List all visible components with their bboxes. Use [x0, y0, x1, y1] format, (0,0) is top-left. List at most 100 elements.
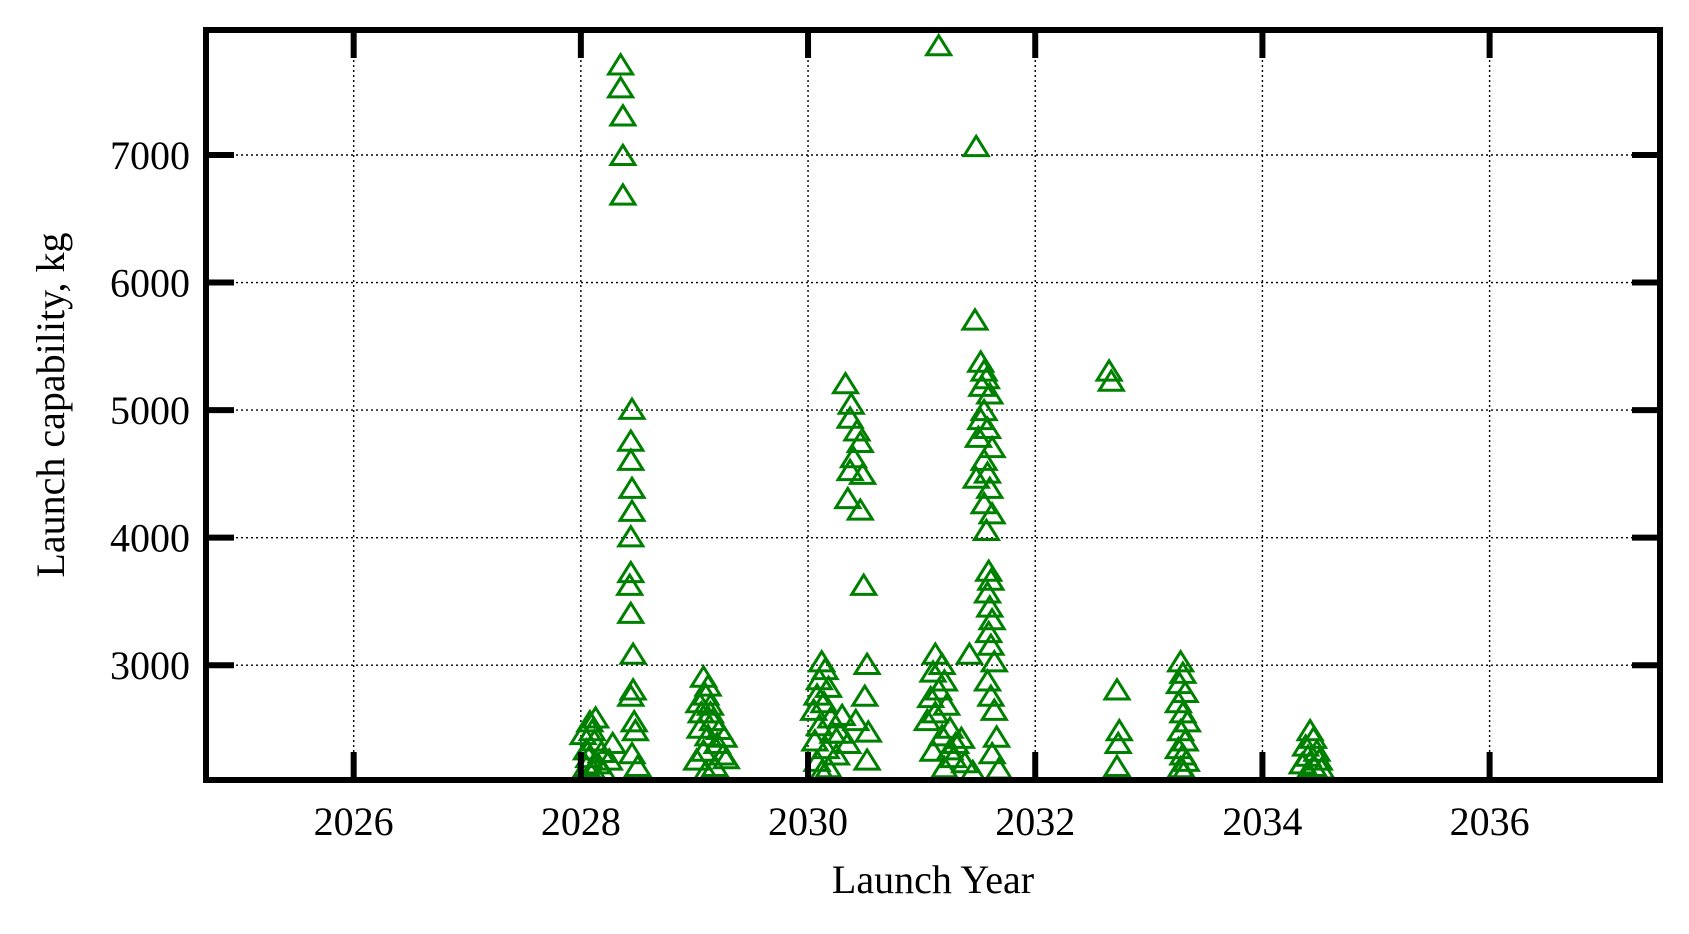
data-point	[833, 485, 863, 510]
data-point	[929, 754, 960, 779]
data-point	[1165, 648, 1196, 673]
x-axis-label: Launch Year	[832, 857, 1034, 902]
data-point	[845, 497, 876, 521]
x-tick-labels: 2026 2028 2030 2032 2034 2036	[314, 799, 1530, 844]
data-point	[972, 667, 1003, 692]
axis-ticks	[206, 30, 1660, 780]
y-tick-label: 3000	[110, 643, 190, 688]
x-tick-label: 2026	[314, 799, 394, 844]
data-point	[974, 619, 1004, 644]
data-point	[963, 424, 994, 448]
y-tick-label: 7000	[110, 133, 190, 178]
data-point	[568, 721, 598, 746]
data-point	[617, 475, 647, 499]
data-point	[575, 708, 605, 733]
data-point	[711, 745, 742, 770]
data-point	[841, 707, 871, 732]
data-point	[825, 720, 855, 744]
x-tick-label: 2036	[1450, 799, 1530, 844]
data-point	[954, 641, 985, 665]
data-point	[580, 704, 611, 729]
plot-frame	[203, 27, 1663, 783]
data-point	[847, 461, 878, 485]
data-point	[811, 735, 841, 760]
data-point	[975, 380, 1005, 405]
data-point	[693, 722, 723, 747]
data-point	[693, 673, 723, 697]
data-point	[961, 133, 991, 158]
data-point	[813, 754, 844, 779]
data-point	[931, 692, 962, 716]
data-point	[623, 753, 653, 777]
data-point	[1104, 717, 1134, 742]
data-point	[981, 724, 1012, 748]
data-point	[616, 447, 646, 471]
y-tick-labels: 3000 4000 5000 6000 7000	[110, 133, 190, 688]
data-point	[852, 747, 882, 771]
data-point	[920, 641, 950, 665]
data-point	[969, 490, 999, 515]
data-point	[620, 717, 651, 742]
data-point	[918, 659, 948, 683]
y-tick-label: 5000	[110, 388, 190, 433]
data-point	[835, 405, 865, 429]
data-point	[617, 396, 647, 420]
data-point	[809, 689, 839, 714]
data-point	[1298, 753, 1329, 777]
x-tick-label: 2032	[995, 799, 1075, 844]
data-point	[918, 738, 948, 762]
grid-lines	[206, 30, 1660, 780]
x-tick-label: 2034	[1222, 799, 1302, 844]
data-point	[1102, 676, 1132, 701]
data-point	[849, 572, 879, 596]
data-point	[977, 434, 1007, 459]
data-points	[568, 32, 1337, 783]
data-point	[971, 517, 1002, 541]
data-point	[608, 102, 638, 127]
data-point	[821, 741, 852, 766]
data-point	[1094, 357, 1124, 382]
data-point	[813, 674, 844, 698]
data-point	[1103, 730, 1133, 754]
data-point	[972, 415, 1003, 439]
data-point	[966, 349, 996, 373]
data-point	[608, 142, 638, 166]
data-point	[804, 712, 835, 737]
data-point	[977, 740, 1007, 765]
data-point	[935, 736, 965, 761]
data-point	[923, 32, 954, 57]
x-tick-label: 2030	[768, 799, 848, 844]
data-point	[836, 391, 866, 415]
data-point	[616, 600, 646, 624]
data-point	[615, 572, 645, 596]
data-point	[946, 725, 977, 749]
data-point	[799, 697, 829, 721]
data-point	[830, 370, 861, 395]
data-point	[961, 465, 991, 489]
data-point	[969, 397, 999, 422]
data-point	[1168, 660, 1198, 684]
data-point	[915, 684, 946, 709]
data-point	[1290, 732, 1321, 757]
data-point	[684, 689, 714, 714]
data-point	[709, 724, 739, 748]
data-point	[617, 498, 647, 522]
data-point	[608, 181, 638, 206]
data-point	[605, 74, 636, 99]
data-point	[594, 747, 625, 771]
data-point	[912, 707, 942, 732]
data-point	[979, 648, 1010, 673]
data-point	[973, 558, 1004, 582]
data-point	[616, 523, 646, 548]
data-point	[1102, 753, 1132, 777]
x-tick-label: 2028	[541, 799, 621, 844]
data-point	[976, 632, 1006, 656]
data-point	[618, 641, 648, 665]
data-point	[605, 51, 636, 76]
data-point	[975, 475, 1005, 499]
data-point	[616, 683, 646, 707]
y-tick-label: 4000	[110, 516, 190, 561]
data-point	[835, 457, 865, 482]
data-point	[616, 559, 646, 584]
